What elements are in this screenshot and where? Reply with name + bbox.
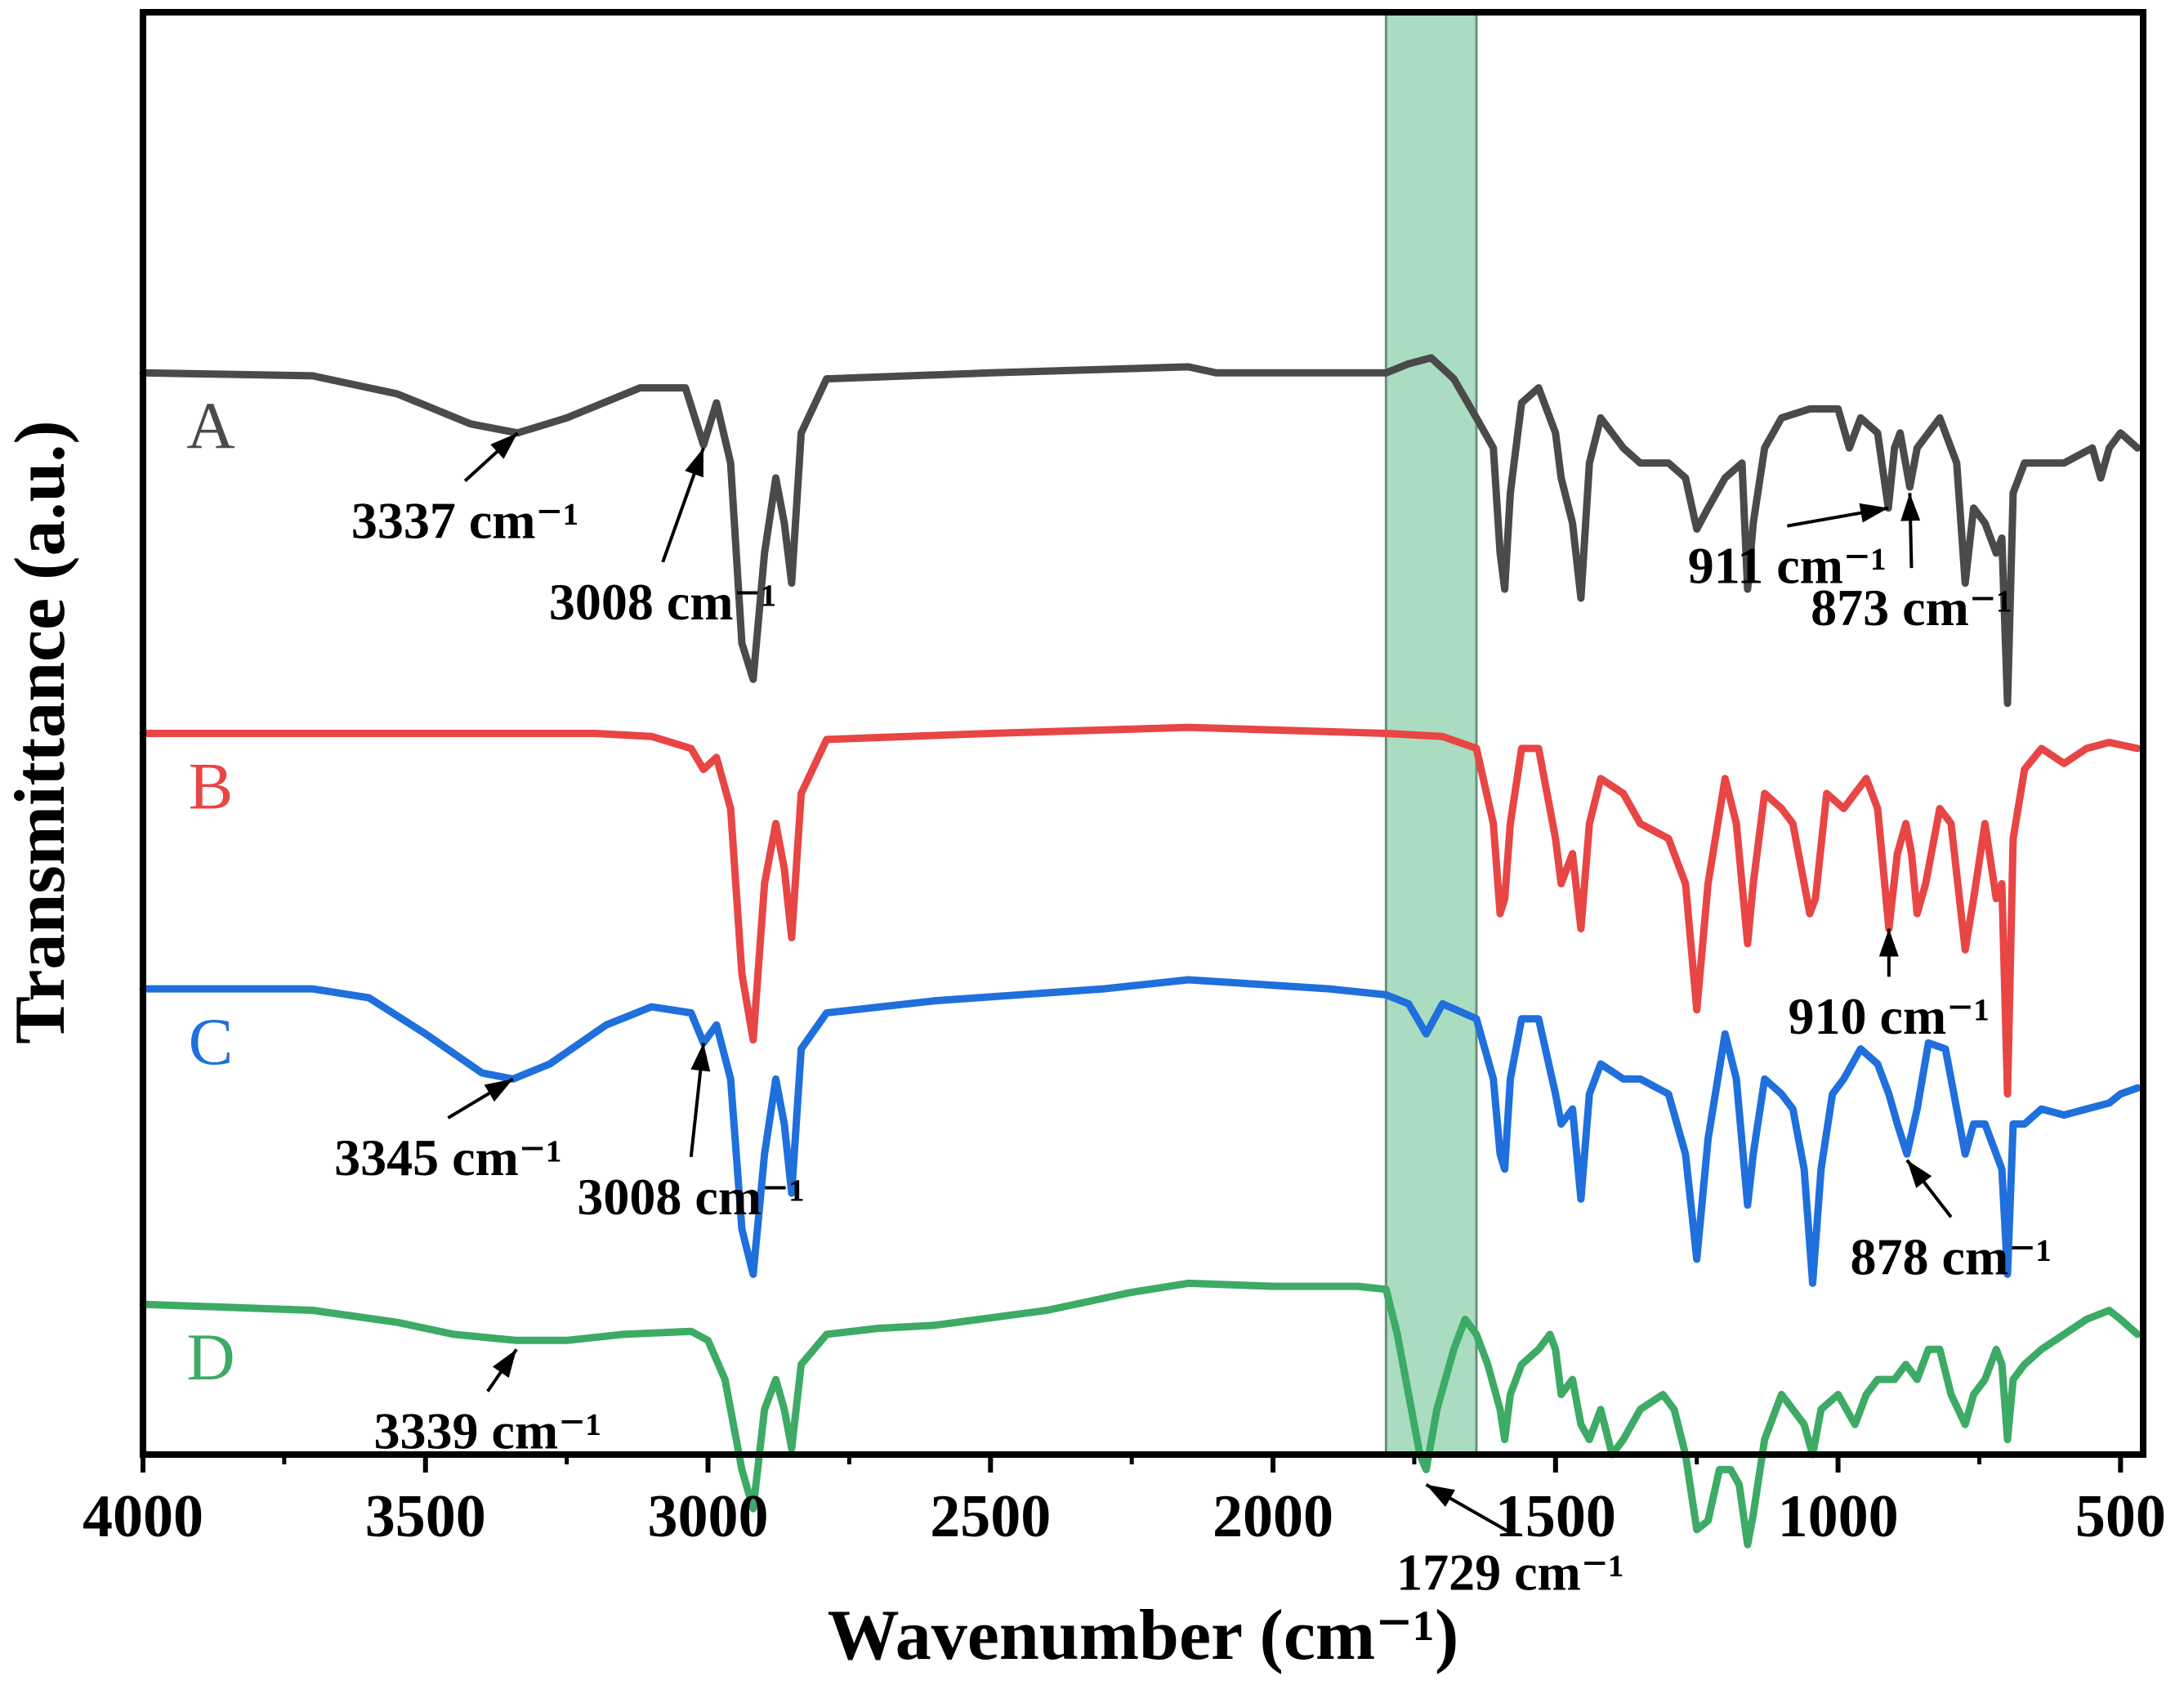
peak-label: 3339 cm⁻¹ bbox=[373, 1402, 601, 1460]
x-tick-label-1500: 1500 bbox=[1495, 1483, 1616, 1550]
series-label-a: A bbox=[186, 388, 234, 463]
plot-frame bbox=[140, 9, 2146, 1458]
annotation-arrow-head bbox=[490, 432, 518, 459]
peak-label: 3345 cm⁻¹ bbox=[334, 1129, 562, 1187]
annotation-arrow-head bbox=[690, 1043, 711, 1072]
annotation-arrow-head bbox=[1426, 1484, 1455, 1508]
annotation-arrow-head bbox=[1900, 493, 1921, 521]
annotation-arrow-head bbox=[492, 1349, 517, 1379]
peak-label: 873 cm⁻¹ bbox=[1811, 579, 2012, 637]
annotation-arrow-head bbox=[1859, 503, 1889, 523]
peak-label: 3337 cm⁻¹ bbox=[351, 491, 579, 549]
x-tick-label-3000: 3000 bbox=[648, 1483, 769, 1550]
series-label-b: B bbox=[189, 749, 234, 823]
x-tick-label-4000: 4000 bbox=[83, 1483, 203, 1550]
series-line-d bbox=[139, 1279, 2142, 1549]
series-line-b bbox=[139, 723, 2142, 1098]
x-tick-label-1000: 1000 bbox=[1778, 1483, 1899, 1550]
x-tick-label-500: 500 bbox=[2075, 1483, 2166, 1550]
peak-label: 878 cm⁻¹ bbox=[1851, 1227, 2052, 1285]
peak-label: 3008 cm⁻¹ bbox=[549, 573, 777, 631]
x-axis-title: Wavenumber (cm⁻¹) bbox=[828, 1596, 1459, 1675]
peak-label: 911 cm⁻¹ bbox=[1688, 537, 1887, 595]
series-line-a bbox=[139, 354, 2142, 708]
x-axis-ticks: 4000 3500 3000 2500 2000 1500 1000 500 bbox=[83, 1455, 2166, 1550]
peak-label: 910 cm⁻¹ bbox=[1788, 987, 1990, 1045]
y-axis-title: Transmittance (a.u.) bbox=[1, 420, 80, 1044]
series-layer bbox=[139, 354, 2142, 1549]
x-tick-label-2500: 2500 bbox=[930, 1483, 1051, 1550]
series-labels: A B C D bbox=[186, 388, 234, 1394]
peak-label: 3008 cm⁻¹ bbox=[577, 1168, 805, 1226]
series-line-c bbox=[139, 976, 2142, 1287]
x-tick-label-3500: 3500 bbox=[365, 1483, 486, 1550]
x-tick-label-2000: 2000 bbox=[1213, 1483, 1333, 1550]
series-label-c: C bbox=[189, 1004, 234, 1079]
series-label-d: D bbox=[186, 1320, 234, 1394]
annotation-arrow-head bbox=[685, 448, 703, 478]
peak-label: 1729 cm⁻¹ bbox=[1396, 1543, 1624, 1601]
annotation-arrow-head bbox=[1906, 1160, 1932, 1188]
annotation-arrow-head bbox=[1878, 928, 1899, 957]
annotation-arrow-head bbox=[484, 1079, 513, 1102]
